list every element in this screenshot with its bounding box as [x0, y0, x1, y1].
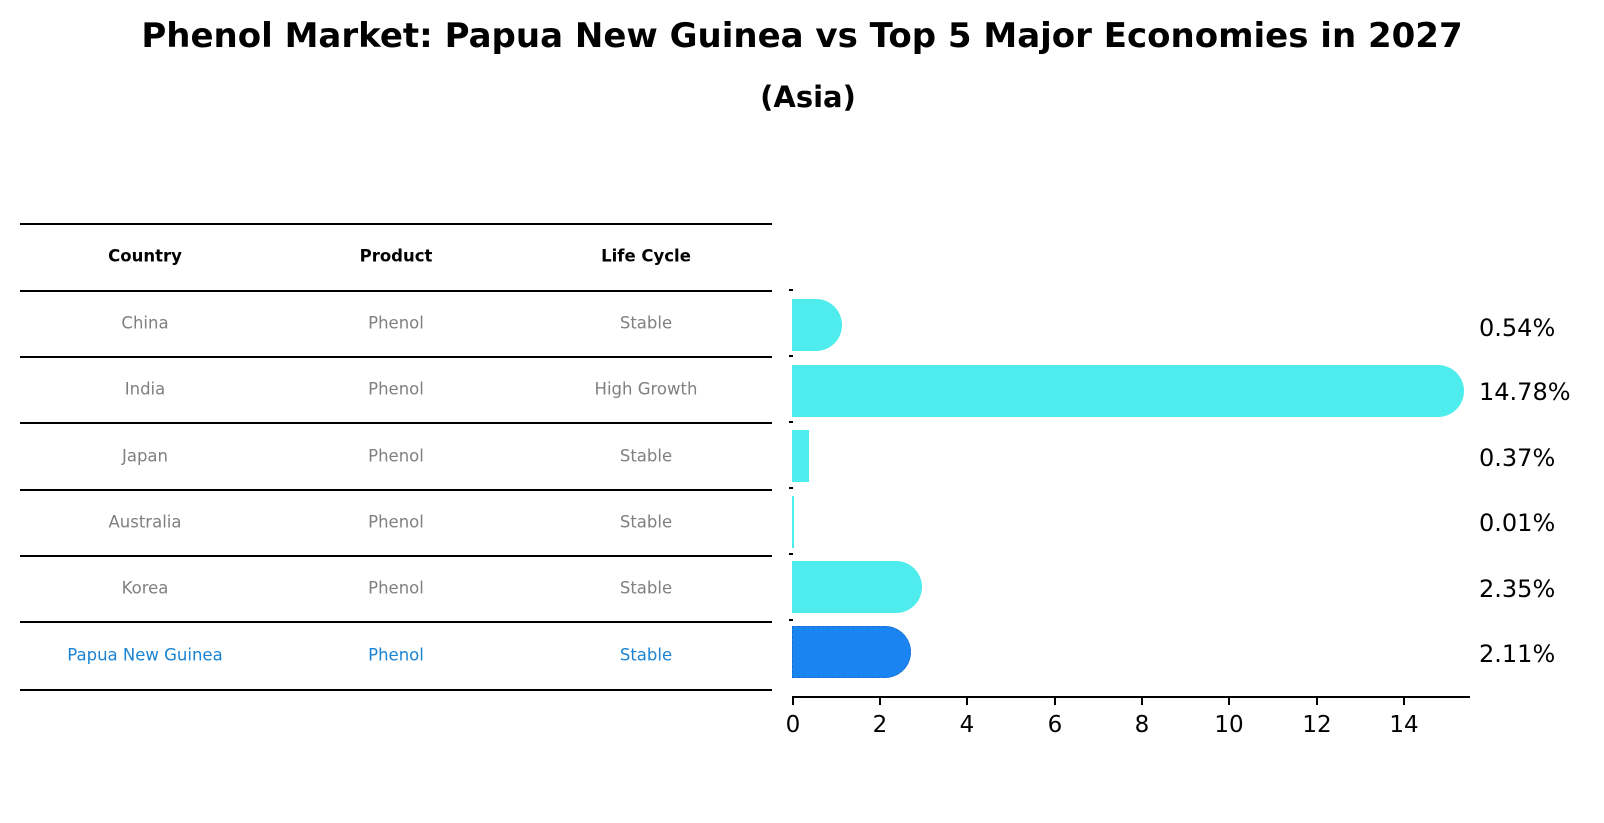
table-rule [20, 689, 772, 691]
x-tick-label: 2 [872, 712, 888, 738]
table-rule [20, 422, 772, 424]
cell-country: India [124, 379, 166, 399]
x-tick [1403, 697, 1405, 705]
x-tick [879, 697, 881, 705]
cell-product-highlight: Phenol [368, 645, 424, 665]
x-tick-label: 14 [1389, 712, 1419, 738]
y-tick [789, 421, 793, 423]
x-tick-label: 8 [1134, 712, 1150, 738]
cell-life-cycle: Stable [619, 446, 673, 466]
header-life-cycle: Life Cycle [601, 246, 691, 266]
value-label: 2.35% [1479, 575, 1556, 603]
cell-country-highlight: Papua New Guinea [67, 645, 223, 665]
cell-country: China [121, 313, 169, 333]
header-country: Country [108, 246, 182, 266]
y-tick [789, 355, 793, 357]
value-label: 2.11% [1479, 640, 1556, 668]
x-tick [1141, 697, 1143, 705]
table-rule [20, 555, 772, 557]
header-product: Product [359, 246, 433, 266]
cell-product: Phenol [368, 379, 424, 399]
table-rule [20, 290, 772, 292]
table-rule [20, 223, 772, 225]
y-tick [789, 487, 793, 489]
cell-life-cycle: Stable [619, 578, 673, 598]
value-label: 14.78% [1479, 378, 1571, 406]
x-tick [1228, 697, 1230, 705]
bar-india [792, 365, 1464, 417]
cell-life-cycle: Stable [619, 313, 673, 333]
value-label: 0.37% [1479, 444, 1556, 472]
cell-life-cycle: Stable [619, 512, 673, 532]
y-tick [789, 289, 793, 291]
cell-product: Phenol [368, 446, 424, 466]
bar-japan [792, 430, 809, 482]
x-tick-label: 6 [1047, 712, 1063, 738]
cell-product: Phenol [368, 313, 424, 333]
x-tick [1054, 697, 1056, 705]
table-rule [20, 489, 772, 491]
cell-country: Australia [108, 512, 182, 532]
cell-country: Japan [121, 446, 169, 466]
chart-title: Phenol Market: Papua New Guinea vs Top 5… [141, 16, 1463, 56]
bar-papua-new-guinea [792, 626, 911, 678]
x-tick-label: 0 [785, 712, 801, 738]
value-label: 0.54% [1479, 314, 1556, 342]
x-tick-label: 4 [959, 712, 975, 738]
bar-korea [792, 561, 922, 613]
x-tick-label: 12 [1302, 712, 1332, 738]
x-tick [966, 697, 968, 705]
cell-life-cycle-highlight: Stable [619, 645, 673, 665]
cell-country: Korea [121, 578, 169, 598]
x-axis [792, 696, 1470, 698]
chart-subtitle: (Asia) [760, 80, 856, 114]
y-tick [789, 619, 793, 621]
cell-life-cycle: High Growth [594, 379, 698, 399]
x-tick-label: 10 [1214, 712, 1244, 738]
x-tick [792, 697, 794, 705]
cell-product: Phenol [368, 512, 424, 532]
x-tick [1316, 697, 1318, 705]
table-rule [20, 356, 772, 358]
table-rule [20, 621, 772, 623]
bar-china [792, 299, 842, 351]
bar-australia [792, 496, 794, 548]
y-tick [789, 553, 793, 555]
cell-product: Phenol [368, 578, 424, 598]
value-label: 0.01% [1479, 509, 1556, 537]
